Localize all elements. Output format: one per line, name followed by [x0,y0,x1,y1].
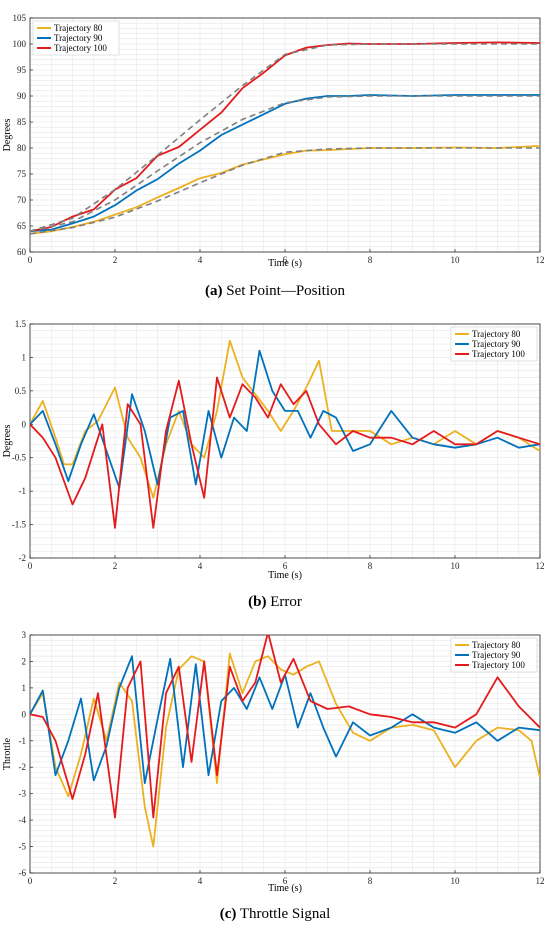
chart-set-point-position: 0 2 4 6 8 10 12 60 65 70 75 80 85 90 95 100 105 Time (s) D… [2,13,545,269]
y-tick-label: 60 [17,247,27,257]
y-tick-label: 0 [22,419,27,429]
setpoint-line [30,95,540,232]
chart-error: 0 2 4 6 8 10 12 -2 -1.5 -1 -0.5 0 0.5 1 1.5 Time (s) Deg… [2,319,545,581]
y-tick-label: 3 [22,630,27,640]
x-tick-label: 4 [198,876,203,886]
y-tick-label: -3 [19,789,27,799]
y-tick-label: -0.5 [12,453,27,463]
y-tick-label: 65 [17,221,27,231]
x-tick-label: 12 [536,255,545,265]
y-tick-label: 1 [22,683,27,693]
caption-b: (b) Error [248,594,302,610]
x-tick-label: 12 [536,561,545,571]
x-tick-label: 8 [368,876,373,886]
series-group [30,635,540,848]
x-tick-label: 0 [28,876,33,886]
x-tick-label: 6 [283,255,288,265]
x-tick-label: 10 [451,876,461,886]
legend-label: Trajectory 100 [472,349,525,359]
y-tick-label: -1.5 [12,520,27,530]
legend-label: Trajectory 80 [472,329,521,339]
y-tick-label: 1.5 [15,319,27,329]
y-axis-label: Throttle [2,737,13,770]
series-line-trajectory-100 [30,41,540,233]
legend-label: Trajectory 90 [472,339,521,349]
y-tick-label: 80 [17,143,27,153]
y-tick-label: 75 [17,169,27,179]
legend-label: Trajectory 100 [472,660,525,670]
y-axis-label: Degrees [2,425,13,458]
series-group [30,41,540,235]
legend-label: Trajectory 90 [472,650,521,660]
y-tick-label: -4 [19,815,27,825]
x-tick-label: 0 [28,255,33,265]
y-tick-label: 0.5 [15,386,27,396]
caption-c: (c) Throttle Signal [219,906,331,922]
x-tick-label: 2 [113,876,118,886]
x-tick-label: 4 [198,561,203,571]
grid [29,17,541,253]
legend-label: Trajectory 100 [54,43,107,53]
x-tick-label: 10 [451,255,461,265]
y-tick-label: 90 [17,91,27,101]
series-line-trajectory-100 [30,635,540,819]
x-axis-label: Time (s) [268,258,302,269]
caption-a: (a) Set Point—Position [204,283,346,299]
series-line-trajectory-100 [30,376,540,529]
setpoint-line [30,43,540,232]
x-tick-label: 12 [536,876,545,886]
y-tick-label: -1 [19,486,27,496]
y-tick-label: 105 [13,13,27,23]
y-tick-label: 2 [22,656,27,666]
x-tick-label: 6 [283,876,288,886]
y-tick-label: -2 [19,553,27,563]
x-tick-label: 2 [113,561,118,571]
x-tick-label: 8 [368,255,373,265]
y-tick-label: 70 [17,195,27,205]
y-tick-label: 100 [13,39,27,49]
legend-label: Trajectory 80 [54,23,103,33]
x-axis-label: Time (s) [268,883,302,894]
x-axis-label: Time (s) [268,570,302,581]
y-tick-label: -1 [19,736,27,746]
x-tick-label: 6 [283,561,288,571]
y-axis-label: Degrees [2,119,13,152]
x-tick-label: 2 [113,255,118,265]
y-tick-label: -2 [19,762,27,772]
x-tick-label: 4 [198,255,203,265]
y-tick-label: -6 [19,868,27,878]
y-tick-label: 1 [22,352,27,362]
x-tick-label: 0 [28,561,33,571]
x-tick-label: 10 [451,561,461,571]
y-tick-label: 85 [17,117,27,127]
y-tick-label: -5 [19,842,27,852]
legend-label: Trajectory 80 [472,640,521,650]
legend-label: Trajectory 90 [54,33,103,43]
series-line-trajectory-90 [30,655,540,785]
y-tick-label: 95 [17,65,27,75]
series-group [30,339,540,529]
x-tick-label: 8 [368,561,373,571]
y-tick-label: 0 [22,709,27,719]
